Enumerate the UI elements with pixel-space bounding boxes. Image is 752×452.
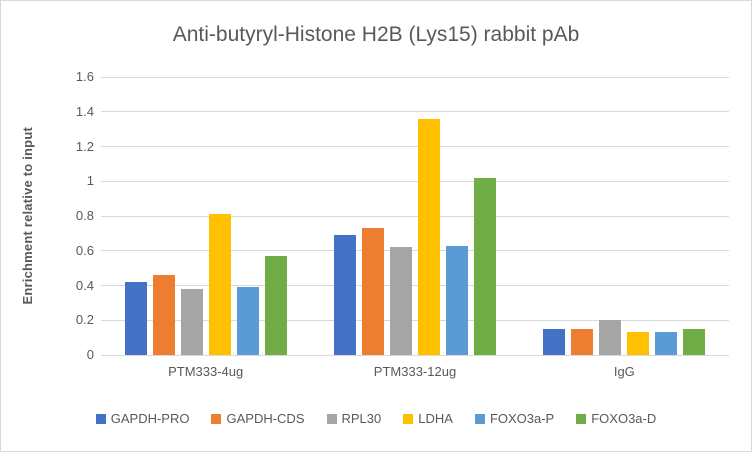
- legend-label-FOXO3a-P: FOXO3a-P: [489, 411, 555, 426]
- bar-LDHA-PTM333-12ug: [418, 118, 440, 355]
- legend-label-RPL30: RPL30: [341, 411, 382, 426]
- bar-GAPDH-CDS-IgG: [571, 328, 594, 355]
- gridline-1.6: [101, 76, 729, 78]
- y-tick-label-1: 1: [86, 173, 94, 189]
- legend-marker-icon-GAPDH-CDS: [211, 413, 222, 424]
- bar-GAPDH-PRO-PTM333-12ug: [334, 235, 356, 355]
- y-tick-label-1.2: 1.2: [75, 138, 94, 154]
- x-category-label-PTM333-12ug: PTM333-12ug: [373, 364, 457, 379]
- legend-item-GAPDH-PRO: GAPDH-PRO: [95, 411, 190, 426]
- gridline-0.8: [101, 215, 729, 217]
- y-tick-label-0.2: 0.2: [75, 312, 94, 328]
- gridline-0: [101, 354, 729, 356]
- bar-FOXO3a-D-IgG: [683, 328, 706, 355]
- legend-marker-icon-FOXO3a-D: [576, 413, 587, 424]
- legend-item-LDHA: LDHA: [403, 411, 453, 426]
- y-tick-label-0.4: 0.4: [75, 277, 94, 293]
- y-tick-label-0.6: 0.6: [75, 242, 94, 258]
- bar-GAPDH-CDS-PTM333-12ug: [362, 228, 384, 355]
- legend-item-RPL30: RPL30: [326, 411, 382, 426]
- gridline-1.4: [101, 111, 729, 113]
- legend-label-LDHA: LDHA: [418, 411, 453, 426]
- y-axis-title-wrap: Enrichment relative to input: [15, 77, 39, 355]
- bar-FOXO3a-D-PTM333-12ug: [474, 177, 496, 355]
- gridline-0.4: [101, 285, 729, 286]
- bar-FOXO3a-P-IgG: [655, 332, 678, 355]
- legend-marker-icon-GAPDH-PRO: [95, 413, 106, 424]
- bar-GAPDH-CDS-PTM333-4ug: [152, 275, 175, 355]
- gridline-1: [101, 180, 729, 182]
- y-tick-label-1.4: 1.4: [75, 103, 94, 119]
- y-axis-title: Enrichment relative to input: [19, 127, 35, 305]
- chart-title: Anti-butyryl-Histone H2B (Lys15) rabbit …: [172, 23, 580, 46]
- plot-area: [101, 76, 729, 356]
- y-tick-label-0: 0: [86, 347, 94, 362]
- x-category-label-IgG: IgG: [613, 364, 635, 379]
- legend-label-GAPDH-PRO: GAPDH-PRO: [110, 411, 190, 426]
- y-tick-label-0.8: 0.8: [75, 208, 94, 223]
- bar-RPL30-PTM333-4ug: [180, 288, 203, 355]
- gridline-0.2: [101, 319, 729, 321]
- bar-FOXO3a-P-PTM333-4ug: [236, 287, 259, 355]
- bar-GAPDH-PRO-IgG: [543, 328, 566, 355]
- bar-GAPDH-PRO-PTM333-4ug: [124, 282, 147, 355]
- bar-LDHA-IgG: [627, 332, 650, 355]
- legend-label-FOXO3a-D: FOXO3a-D: [591, 411, 657, 426]
- legend-item-FOXO3a-P: FOXO3a-P: [474, 411, 555, 426]
- legend-marker-icon-LDHA: [403, 413, 414, 424]
- bar-RPL30-IgG: [599, 320, 622, 355]
- y-tick-label-1.6: 1.6: [75, 69, 94, 84]
- legend-item-GAPDH-CDS: GAPDH-CDS: [211, 411, 305, 426]
- bar-LDHA-PTM333-4ug: [208, 214, 231, 355]
- bar-FOXO3a-D-PTM333-4ug: [264, 255, 287, 355]
- legend-label-GAPDH-CDS: GAPDH-CDS: [226, 411, 305, 426]
- gridline-1.2: [101, 146, 729, 147]
- legend-marker-icon-RPL30: [326, 413, 337, 424]
- gridline-0.6: [101, 250, 729, 252]
- bar-RPL30-PTM333-12ug: [390, 247, 412, 355]
- bar-FOXO3a-P-PTM333-12ug: [446, 245, 468, 355]
- legend-item-FOXO3a-D: FOXO3a-D: [576, 411, 656, 426]
- x-category-label-PTM333-4ug: PTM333-4ug: [168, 364, 244, 379]
- legend-marker-icon-FOXO3a-P: [474, 413, 485, 424]
- legend: GAPDH-PRO GAPDH-CDS RPL30 LDHA FOXO3a-P FOXO3…: [1, 411, 751, 426]
